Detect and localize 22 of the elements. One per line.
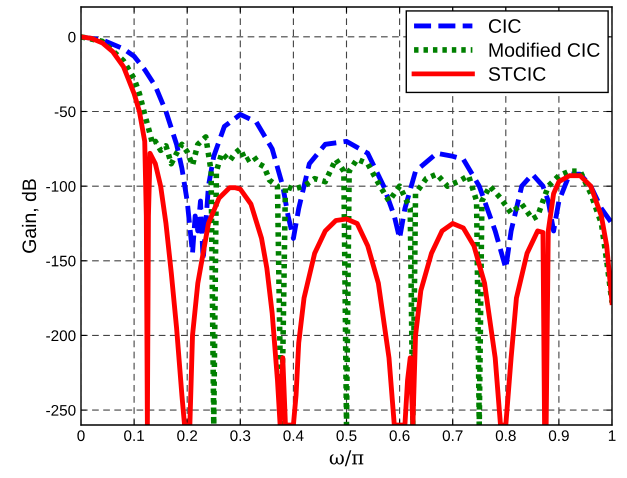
legend-label: CIC [488, 19, 521, 33]
x-tick-label: 0.5 [336, 430, 356, 442]
x-tick-label: 0.2 [177, 430, 198, 442]
x-axis-title: ω/π [330, 450, 364, 466]
y-tick-label: -100 [46, 181, 76, 192]
legend-label: STCIC [488, 67, 546, 81]
legend-label: Modified CIC [490, 42, 600, 57]
x-tick-label: 0.4 [283, 430, 304, 442]
y-tick-label: -50 [54, 106, 76, 118]
x-tick-label: 0.1 [124, 430, 144, 442]
y-tick-label: 0 [68, 32, 76, 43]
x-tick-label: 0.9 [548, 430, 569, 442]
y-tick-label: -200 [46, 330, 76, 342]
y-axis-title: Gain, dB [22, 179, 38, 253]
y-tick-label: -150 [46, 256, 76, 266]
x-tick-label: 0 [77, 430, 85, 442]
x-tick-label: 0.6 [390, 430, 410, 442]
x-tick-label: 0.7 [442, 430, 463, 442]
x-tick-label: 1 [608, 430, 616, 441]
x-tick-label: 0.3 [230, 430, 250, 442]
x-tick-label: 0.8 [496, 430, 516, 442]
y-tick-label: -250 [46, 404, 76, 416]
